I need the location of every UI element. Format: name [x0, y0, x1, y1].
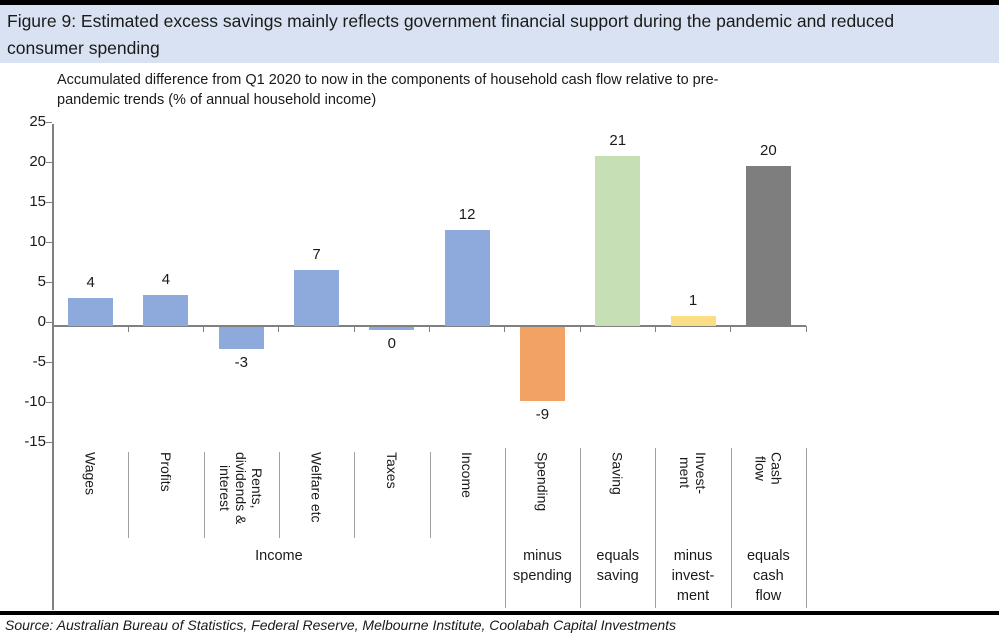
category-divider [429, 452, 431, 538]
category-divider [354, 452, 356, 538]
y-axis-tick [46, 362, 52, 363]
bar-value-label-cash-flow: 20 [760, 142, 777, 159]
group-label-equals-saving: equals saving [596, 548, 640, 584]
x-axis-tick [203, 326, 205, 332]
group-label-equals-cash-flow: equals cash flow [746, 548, 790, 604]
category-label-text: Cash flow [752, 452, 785, 485]
bar-value-label-profits: 4 [161, 270, 171, 288]
y-axis-tick [46, 442, 52, 443]
category-label-taxes: Taxes [354, 452, 429, 540]
y-axis-tick [46, 202, 52, 203]
y-axis-tick [46, 122, 52, 123]
bar-value-label-income: 12 [458, 206, 476, 223]
bar-welfare-etc [294, 270, 340, 326]
category-label-spending: Spending [505, 452, 580, 540]
category-label-text: Saving [609, 452, 626, 495]
bar-income [444, 230, 490, 326]
category-label-profits: Profits [128, 452, 203, 540]
chart-subtitle: Accumulated difference from Q1 2020 to n… [57, 72, 719, 108]
group-divider [580, 448, 582, 608]
top-rule [0, 0, 999, 5]
bar-value-label-wages: 4 [86, 274, 95, 291]
group-label-income: Income [255, 548, 303, 564]
category-label-text: Welfare etc [308, 452, 325, 523]
bar-value-label-investment: 1 [688, 291, 698, 309]
y-axis-tick-label: 20 [29, 153, 46, 170]
x-axis-tick [429, 326, 430, 332]
category-label-text: Invest- ment [677, 452, 710, 495]
y-axis-tick-label: 25 [29, 113, 46, 130]
bar-investment [670, 315, 716, 326]
bar-value-label-taxes: 0 [387, 334, 397, 352]
bar-cash-flow [745, 166, 791, 326]
group-label-minus-investment: minus invest- ment [671, 548, 715, 604]
y-axis-tick-label: -10 [24, 393, 46, 410]
group-divider [730, 448, 732, 608]
y-axis-tick-label: 15 [29, 193, 46, 210]
y-axis-tick [46, 322, 52, 323]
x-axis-tick [654, 326, 656, 332]
x-axis-tick [805, 326, 807, 332]
category-label-text: Rents, dividends & interest [217, 452, 266, 525]
category-label-rents-dividends-interest: Rents, dividends & interest [204, 452, 279, 540]
source-note: Source: Australian Bureau of Statistics,… [5, 617, 677, 633]
category-divider [128, 452, 130, 538]
category-label-text: Profits [157, 452, 174, 492]
x-axis-tick [504, 326, 506, 332]
group-label-minus-spending: minus spending [513, 548, 572, 584]
y-axis-tick-label: 5 [37, 273, 46, 290]
x-axis-line [53, 325, 806, 327]
bar-value-label-welfare-etc: 7 [312, 246, 321, 263]
category-label-text: Wages [82, 452, 99, 496]
bar-wages [68, 298, 114, 326]
category-label-income: Income [430, 452, 505, 540]
category-divider [278, 452, 280, 538]
category-label-text: Income [459, 452, 476, 498]
group-divider [806, 448, 807, 608]
x-axis-tick [353, 326, 355, 332]
y-axis-tick [46, 242, 52, 243]
group-divider [504, 448, 506, 608]
bar-value-label-saving: 21 [609, 132, 627, 150]
bar-profits [143, 294, 189, 326]
bottom-rule [0, 611, 999, 615]
bar-value-label-spending: -9 [535, 406, 550, 424]
category-label-cash-flow: Cash flow [731, 452, 806, 540]
bar-spending [519, 327, 565, 402]
x-axis-tick [730, 326, 732, 332]
x-axis-tick [127, 326, 129, 332]
y-axis-tick-label: 0 [37, 313, 46, 330]
category-label-wages: Wages [53, 452, 128, 540]
x-axis-tick [52, 326, 54, 332]
category-label-investment: Invest- ment [655, 452, 730, 540]
y-axis-tick-label: 10 [29, 233, 46, 250]
x-axis-tick [278, 326, 280, 332]
y-axis-tick [46, 402, 52, 403]
y-axis-line [52, 124, 54, 610]
category-label-text: Taxes [383, 452, 400, 489]
y-axis-tick [46, 282, 52, 283]
bar-saving [595, 156, 641, 326]
y-axis-tick-label: -15 [24, 433, 46, 450]
figure-title-bar: Figure 9: Estimated excess savings mainl… [0, 5, 999, 63]
category-label-text: Spending [534, 452, 551, 512]
figure-title: Figure 9: Estimated excess savings mainl… [7, 11, 895, 58]
group-divider [655, 448, 657, 608]
bar-value-label-rents-dividends-interest: -3 [234, 353, 248, 371]
category-label-welfare-etc: Welfare etc [279, 452, 354, 540]
x-axis-tick [579, 326, 581, 332]
bar-rents-dividends-interest [218, 327, 264, 349]
y-axis-tick [46, 162, 52, 163]
category-divider [203, 452, 205, 538]
category-label-saving: Saving [580, 452, 655, 540]
bar-taxes [369, 327, 415, 330]
y-axis-tick-label: -5 [32, 353, 46, 370]
